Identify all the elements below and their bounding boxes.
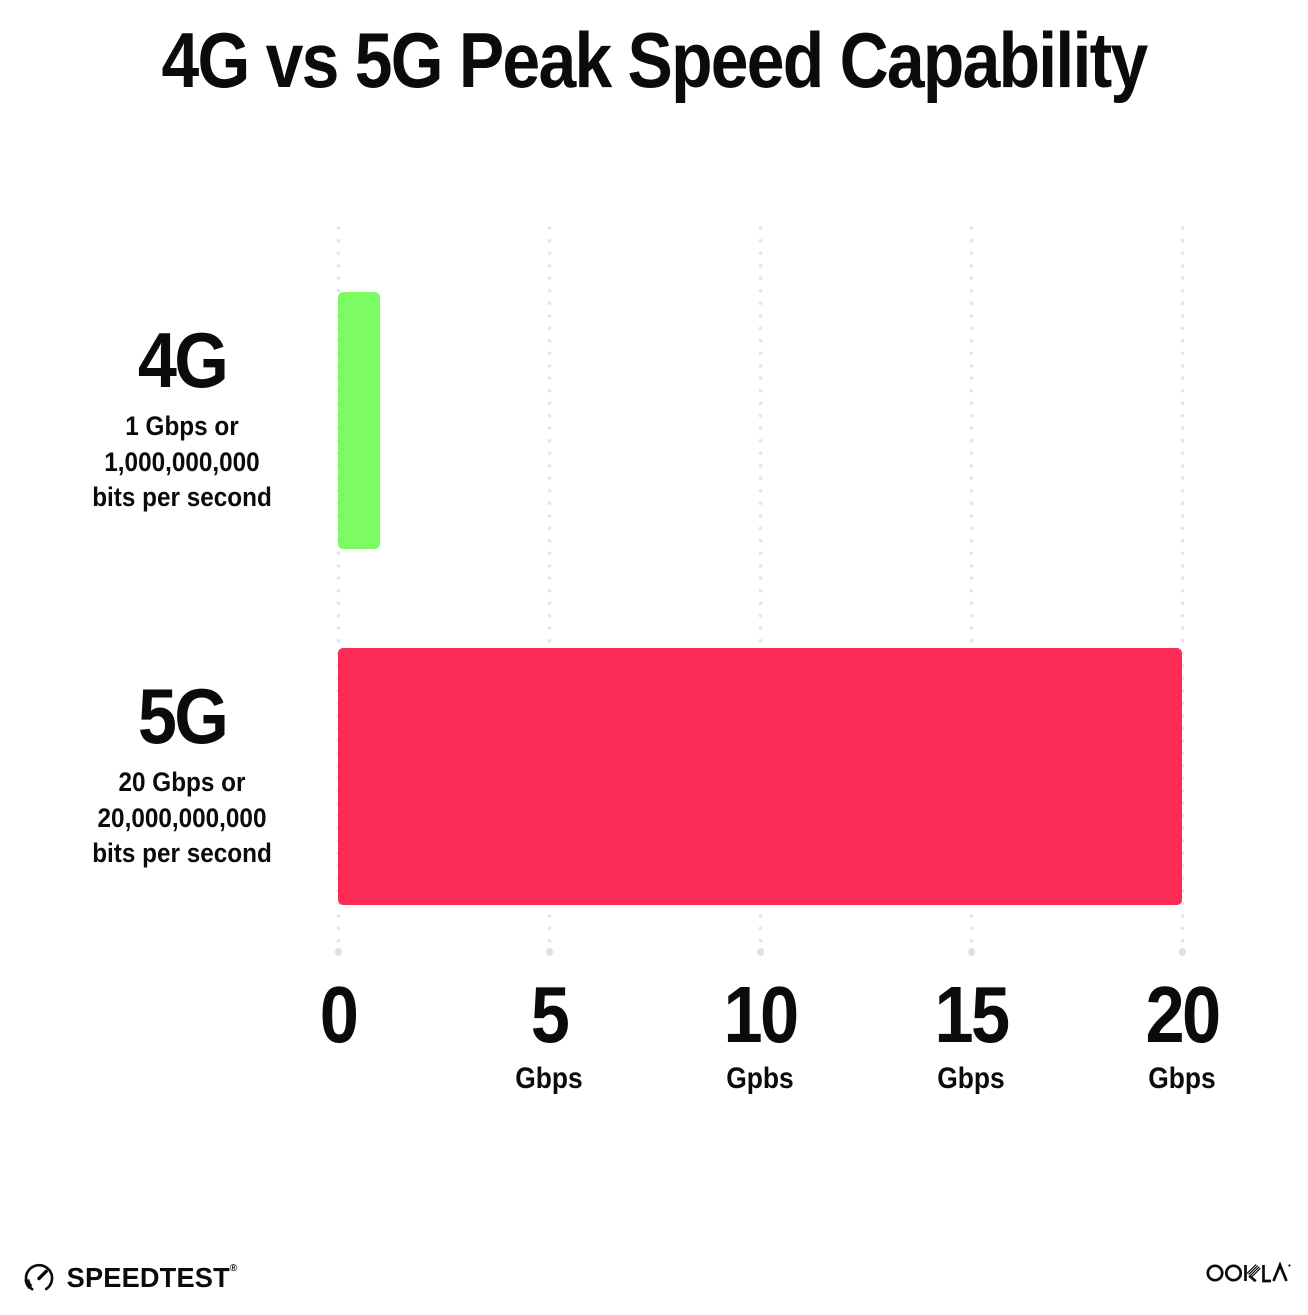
bar-4g xyxy=(338,292,381,549)
category-name: 4G xyxy=(137,316,229,404)
ookla-wordmark-icon xyxy=(1206,1261,1291,1283)
category-description-line: 20 Gbps or xyxy=(118,767,246,797)
gridline-end-dot xyxy=(545,948,553,956)
speedtest-logo: SPEEDTEST® xyxy=(22,1261,240,1295)
speedtest-wordmark: SPEEDTEST® xyxy=(66,1262,238,1293)
x-tick-unit: Gbps xyxy=(1148,1062,1216,1095)
gridline-0 xyxy=(334,222,342,956)
gridline-5 xyxy=(545,222,553,956)
x-tick-0: 0 xyxy=(224,975,453,1096)
x-tick-unit: Gbps xyxy=(515,1062,583,1095)
category-description: 20 Gbps or 20,000,000,000 bits per second xyxy=(47,765,317,872)
x-tick-15: 15 Gbps xyxy=(857,975,1086,1096)
gridline-15 xyxy=(967,222,975,956)
speedtest-gauge-icon xyxy=(22,1261,56,1295)
gridline-10 xyxy=(756,222,764,956)
x-tick-10: 10 Gpbs xyxy=(646,975,875,1096)
x-tick-unit: Gbps xyxy=(937,1062,1005,1095)
category-description-line: 1 Gbps or xyxy=(125,411,239,441)
gridline-end-dot xyxy=(334,948,342,956)
speedtest-trademark: ® xyxy=(229,1263,238,1274)
x-tick-unit: Gpbs xyxy=(726,1062,794,1095)
chart-title: 4G vs 5G Peak Speed Capability xyxy=(161,16,1148,104)
row-label-4g: 4G 1 Gbps or 1,000,000,000 bits per second xyxy=(47,321,317,516)
row-label-5g: 5G 20 Gbps or 20,000,000,000 bits per secon… xyxy=(47,677,317,872)
plot-area xyxy=(334,222,1186,958)
ookla-logo xyxy=(1204,1256,1292,1291)
category-name: 5G xyxy=(137,672,229,760)
category-description-line: 1,000,000,000 xyxy=(104,446,260,477)
gridline-end-dot xyxy=(967,948,975,956)
x-tick-unit xyxy=(224,1062,453,1096)
category-description-line: 20,000,000,000 xyxy=(97,802,267,833)
gridline-20 xyxy=(1178,222,1186,956)
x-tick-value: 20 xyxy=(1145,970,1221,1059)
category-description: 1 Gbps or 1,000,000,000 bits per second xyxy=(47,409,317,516)
x-tick-value: 5 xyxy=(530,970,570,1059)
x-tick-20: 20 Gbps xyxy=(1068,975,1297,1096)
x-tick-value: 15 xyxy=(934,970,1010,1059)
x-tick-value: 0 xyxy=(319,970,359,1059)
x-tick-5: 5 Gbps xyxy=(435,975,664,1096)
x-tick-value: 10 xyxy=(723,970,799,1059)
category-description-line: bits per second xyxy=(92,482,272,513)
category-description-line: bits per second xyxy=(92,838,272,869)
gridline-end-dot xyxy=(756,948,764,956)
gridline-end-dot xyxy=(1178,948,1186,956)
bar-5g xyxy=(338,648,1182,905)
